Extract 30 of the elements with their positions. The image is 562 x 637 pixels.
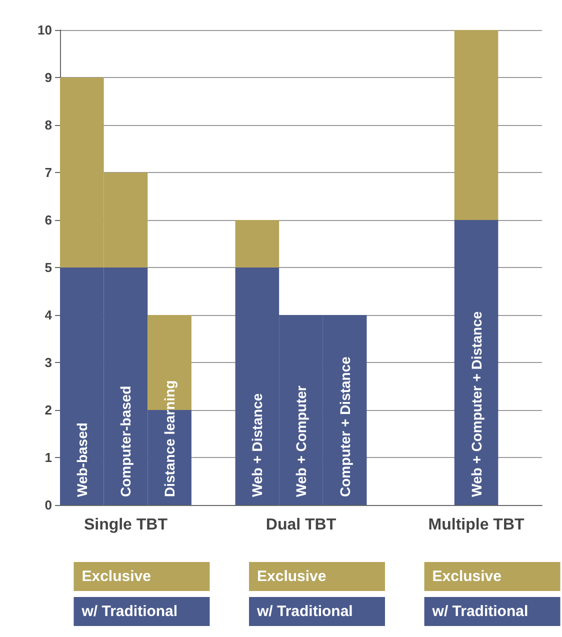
y-tick-label: 2 xyxy=(44,402,52,418)
y-tick-label: 10 xyxy=(38,22,52,38)
y-tick-label: 1 xyxy=(44,450,52,465)
text: w/ Traditional xyxy=(80,603,178,620)
y-tick-label: 3 xyxy=(44,355,52,370)
text: Dual TBT xyxy=(266,516,336,534)
x-tick-label: Web + Computer xyxy=(293,385,309,497)
text: w/ Traditional xyxy=(257,603,353,620)
x-tick-label: Distance learning xyxy=(162,380,178,497)
x-tick-label: Computer + Distance xyxy=(336,356,353,497)
y-tick-label: 6 xyxy=(44,212,52,228)
bar xyxy=(454,30,498,220)
y-tick-label: 7 xyxy=(44,165,52,180)
y-tick-label: 0 xyxy=(44,498,52,512)
x-tick-label: Computer-based xyxy=(118,386,134,497)
text: Multiple TBT xyxy=(428,516,524,534)
text: Exclusive xyxy=(257,568,326,585)
text: Single TBT xyxy=(84,516,168,534)
y-tick-label: 8 xyxy=(44,118,52,132)
bar xyxy=(235,220,280,268)
y-tick-label: 4 xyxy=(44,308,53,322)
y-tick-label: 5 xyxy=(44,260,52,275)
y-tick-label: 9 xyxy=(44,70,52,85)
x-tick-label: Web + Computer + Distance xyxy=(468,311,484,497)
bar xyxy=(454,220,498,505)
text: w/ Traditional xyxy=(432,603,528,620)
x-tick-label: Web-based xyxy=(74,422,90,497)
text: Exclusive xyxy=(82,568,151,585)
text: Exclusive xyxy=(432,568,502,585)
x-tick-label: Web + Distance xyxy=(249,393,266,497)
